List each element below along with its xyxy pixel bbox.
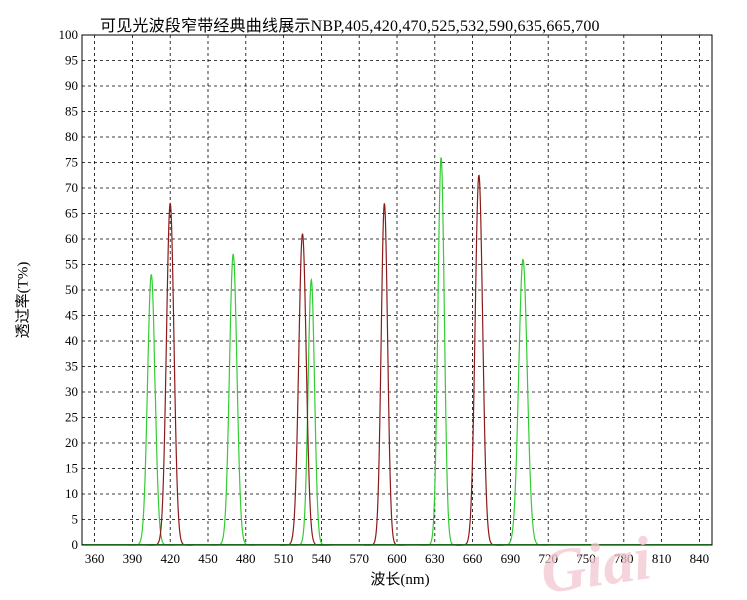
y-tick-label: 70	[65, 180, 78, 195]
x-tick-label: 390	[123, 551, 143, 566]
y-tick-label: 0	[72, 537, 79, 552]
y-tick-label: 90	[65, 78, 78, 93]
y-tick-label: 60	[65, 231, 78, 246]
y-tick-label: 80	[65, 129, 78, 144]
y-tick-label: 45	[65, 308, 78, 323]
y-tick-label: 35	[65, 359, 78, 374]
x-tick-label: 450	[198, 551, 218, 566]
y-tick-label: 30	[65, 384, 78, 399]
y-tick-label: 85	[65, 104, 78, 119]
x-tick-label: 660	[463, 551, 483, 566]
y-tick-label: 100	[59, 27, 79, 42]
x-tick-label: 840	[690, 551, 710, 566]
y-tick-label: 5	[72, 512, 79, 527]
y-tick-label: 25	[65, 410, 78, 425]
x-tick-label: 420	[160, 551, 180, 566]
x-tick-label: 630	[425, 551, 445, 566]
x-tick-label: 510	[274, 551, 294, 566]
svg-text:Giai: Giai	[537, 524, 656, 600]
y-tick-label: 65	[65, 206, 78, 221]
x-tick-label: 480	[236, 551, 256, 566]
x-tick-label: 780	[614, 551, 634, 566]
x-tick-label: 690	[501, 551, 521, 566]
y-tick-label: 95	[65, 53, 78, 68]
y-tick-label: 40	[65, 333, 78, 348]
y-tick-label: 50	[65, 282, 78, 297]
x-tick-label: 720	[538, 551, 558, 566]
y-tick-label: 10	[65, 486, 78, 501]
x-tick-label: 540	[312, 551, 332, 566]
x-tick-label: 750	[576, 551, 596, 566]
plot-frame	[81, 34, 713, 546]
y-tick-label: 75	[65, 155, 78, 170]
y-tick-label: 20	[65, 435, 78, 450]
x-tick-label: 570	[349, 551, 369, 566]
chart-title: 可见光波段窄带经典曲线展示NBP,405,420,470,525,532,590…	[100, 18, 600, 35]
x-tick-label: 600	[387, 551, 407, 566]
x-tick-label: 810	[652, 551, 672, 566]
y-tick-label: 15	[65, 461, 78, 476]
x-axis-label: 波长(nm)	[370, 572, 430, 588]
y-tick-label: 55	[65, 257, 78, 272]
x-tick-label: 360	[85, 551, 105, 566]
